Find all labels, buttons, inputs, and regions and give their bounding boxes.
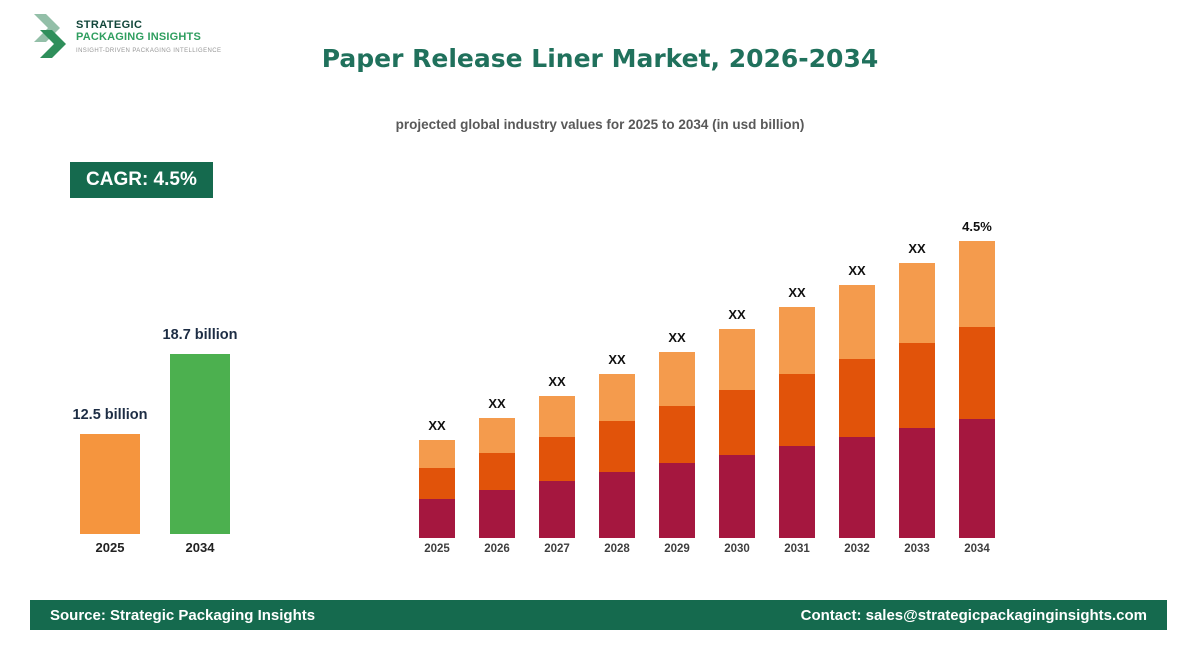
summary-bar [170, 354, 230, 534]
stacked-bar [539, 395, 575, 538]
bar-value-label: XX [728, 307, 746, 323]
bar-group: 4.5% 2034 [947, 219, 1007, 555]
bar-value-label: XX [788, 285, 806, 301]
bar-segment-bottom [899, 428, 935, 538]
bar-segment-bottom [419, 498, 455, 538]
year-label: 2034 [964, 543, 990, 555]
stacked-bar [899, 263, 935, 538]
footer-source: Source: Strategic Packaging Insights [50, 606, 316, 624]
summary-year-label: 2034 [185, 540, 215, 555]
year-label: 2032 [844, 543, 870, 555]
bar-segment-middle [899, 342, 935, 429]
year-label: 2033 [904, 543, 930, 555]
logo: STRATEGIC PACKAGING INSIGHTS INSIGHT-DRI… [34, 14, 221, 60]
stacked-bar [479, 417, 515, 538]
year-label: 2028 [604, 543, 630, 555]
bar-group: XX 2027 [527, 374, 587, 555]
bar-segment-top [719, 329, 755, 390]
year-label: 2030 [724, 543, 750, 555]
bar-segment-bottom [659, 463, 695, 538]
bar-value-label: XX [428, 418, 446, 433]
bar-segment-middle [419, 468, 455, 499]
bar-segment-top [659, 351, 695, 406]
bar-segment-top [959, 241, 995, 328]
stacked-bar [599, 373, 635, 538]
bar-value-label: 4.5% [962, 219, 992, 234]
summary-bar-value-label: 18.7 billion [162, 327, 238, 343]
bar-segment-bottom [599, 472, 635, 538]
summary-chart: 12.5 billion 2025 18.7 billion 2034 [70, 327, 240, 555]
bar-segment-bottom [539, 481, 575, 538]
bar-value-label: XX [668, 329, 686, 345]
bar-segment-top [779, 307, 815, 375]
bar-segment-bottom [839, 436, 875, 538]
bar-value-label: XX [848, 263, 866, 279]
summary-year-label: 2025 [95, 540, 125, 555]
bar-segment-bottom [479, 489, 515, 538]
bar-group: XX 2031 [767, 285, 827, 555]
main-chart: XX 2025 XX 2026 XX 2027 XX 2028 XX 2029 XX 2030 XX 20… [407, 219, 1007, 555]
year-label: 2027 [544, 543, 570, 555]
bar-group: XX 2028 [587, 352, 647, 555]
bar-group: XX 2025 [407, 418, 467, 555]
summary-bar [80, 434, 140, 534]
stacked-bar [659, 351, 695, 538]
page-title: Paper Release Liner Market, 2026-2034 [321, 44, 879, 73]
bar-segment-middle [479, 452, 515, 490]
stacked-bar [419, 440, 455, 538]
stacked-bar [959, 241, 995, 538]
bar-segment-top [839, 285, 875, 359]
bar-value-label: XX [608, 351, 626, 367]
stacked-bar [779, 307, 815, 538]
bar-segment-top [419, 440, 455, 469]
bar-group: XX 2029 [647, 330, 707, 555]
bar-segment-middle [599, 421, 635, 473]
bar-value-label: XX [488, 395, 506, 411]
cagr-badge: CAGR: 4.5% [70, 162, 213, 198]
double-chevron-right-icon [34, 14, 68, 60]
logo-line1: STRATEGIC [76, 19, 143, 31]
logo-line2: PACKAGING INSIGHTS [76, 31, 202, 43]
bar-segment-middle [839, 358, 875, 437]
summary-bar-value-label: 12.5 billion [72, 407, 148, 423]
bar-segment-middle [959, 327, 995, 420]
bar-segment-top [479, 417, 515, 453]
bar-group: XX 2030 [707, 307, 767, 555]
bar-segment-middle [659, 405, 695, 464]
bar-segment-middle [779, 374, 815, 446]
bar-segment-bottom [959, 419, 995, 538]
bar-value-label: XX [548, 373, 566, 389]
bar-segment-middle [539, 437, 575, 482]
stacked-bar [839, 285, 875, 538]
bar-group: XX 2033 [887, 241, 947, 555]
bar-segment-bottom [719, 454, 755, 538]
bar-segment-middle [719, 389, 755, 455]
stacked-bar [719, 329, 755, 538]
bar-group: XX 2032 [827, 263, 887, 555]
bar-segment-bottom [779, 445, 815, 538]
page-subtitle: projected global industry values for 202… [395, 117, 805, 132]
bar-segment-top [599, 373, 635, 422]
year-label: 2031 [784, 543, 810, 555]
bar-segment-top [899, 263, 935, 343]
summary-bar-group: 18.7 billion 2034 [160, 327, 240, 555]
year-label: 2025 [424, 543, 450, 555]
logo-text: STRATEGIC PACKAGING INSIGHTS INSIGHT-DRI… [76, 14, 221, 54]
summary-bar-group: 12.5 billion 2025 [70, 407, 150, 555]
bar-value-label: XX [908, 241, 926, 257]
footer-contact: Contact: sales@strategicpackaginginsight… [800, 606, 1147, 624]
year-label: 2026 [484, 543, 510, 555]
footer-bar: Source: Strategic Packaging Insights Con… [30, 600, 1167, 630]
bar-group: XX 2026 [467, 396, 527, 555]
year-label: 2029 [664, 543, 690, 555]
logo-tagline: INSIGHT-DRIVEN PACKAGING INTELLIGENCE [76, 48, 222, 54]
bar-segment-top [539, 395, 575, 438]
